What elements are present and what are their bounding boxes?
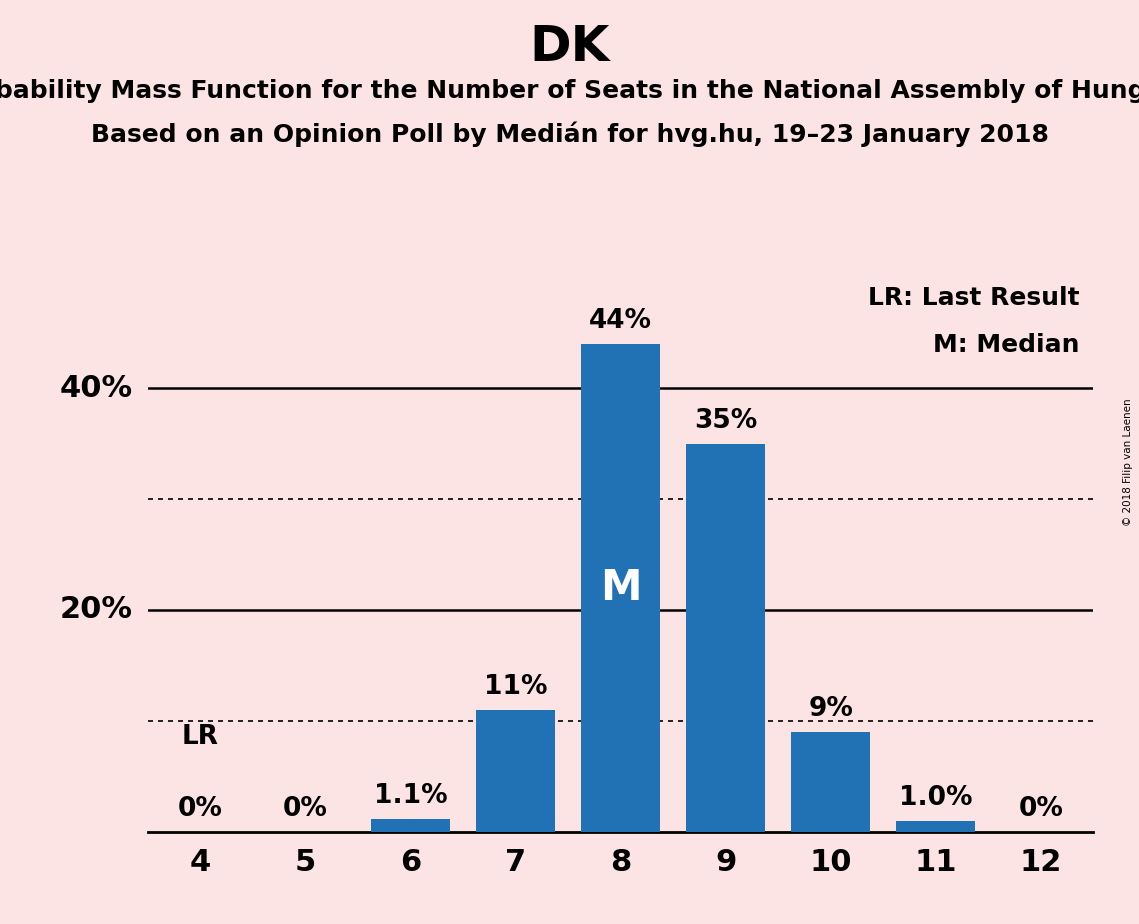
Text: 1.0%: 1.0% [899,784,973,810]
Text: 44%: 44% [589,308,653,334]
Text: 35%: 35% [694,407,757,433]
Text: 0%: 0% [1018,796,1064,821]
Text: 40%: 40% [59,373,132,403]
Text: 0%: 0% [284,796,328,821]
Text: 20%: 20% [59,595,132,625]
Bar [792,732,870,832]
Text: LR: Last Result: LR: Last Result [868,286,1080,310]
Text: 0%: 0% [178,796,223,821]
Bar [581,344,661,832]
Text: LR: LR [182,724,219,750]
Bar [687,444,765,832]
Text: M: M [600,566,641,609]
Text: © 2018 Filip van Laenen: © 2018 Filip van Laenen [1123,398,1133,526]
Bar [896,821,975,832]
Bar [371,820,450,832]
Text: 11%: 11% [484,674,548,699]
Text: 1.1%: 1.1% [374,784,448,809]
Bar [476,710,555,832]
Text: 9%: 9% [809,696,853,722]
Text: Based on an Opinion Poll by Medián for hvg.hu, 19–23 January 2018: Based on an Opinion Poll by Medián for h… [91,122,1048,148]
Text: M: Median: M: Median [933,333,1080,357]
Text: Probability Mass Function for the Number of Seats in the National Assembly of Hu: Probability Mass Function for the Number… [0,79,1139,103]
Text: DK: DK [530,23,609,71]
